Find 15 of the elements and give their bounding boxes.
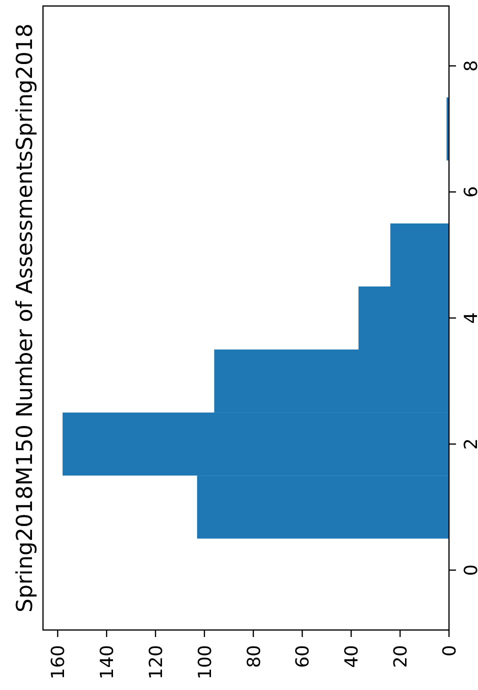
x-tick-label: 100 (194, 645, 216, 680)
y-tick-label: 6 (461, 186, 478, 198)
y-tick-label: 2 (461, 438, 478, 450)
x-tick-label: 40 (342, 645, 363, 668)
x-tick-label: 20 (390, 645, 412, 668)
x-tick-label: 120 (146, 645, 167, 680)
y-tick-label: 4 (461, 312, 478, 324)
x-tick-label: 160 (48, 645, 70, 680)
x-tick-label: 0 (439, 645, 460, 656)
y-tick-label: 8 (461, 60, 478, 72)
x-tick-label: 140 (97, 645, 118, 680)
y-tick-label: 0 (461, 564, 478, 576)
x-tick-label: 60 (292, 645, 314, 668)
text: Spring2018M150 Number of AssessmentsSpring2018 (13, 24, 38, 612)
x-tick-label: 80 (244, 645, 265, 668)
